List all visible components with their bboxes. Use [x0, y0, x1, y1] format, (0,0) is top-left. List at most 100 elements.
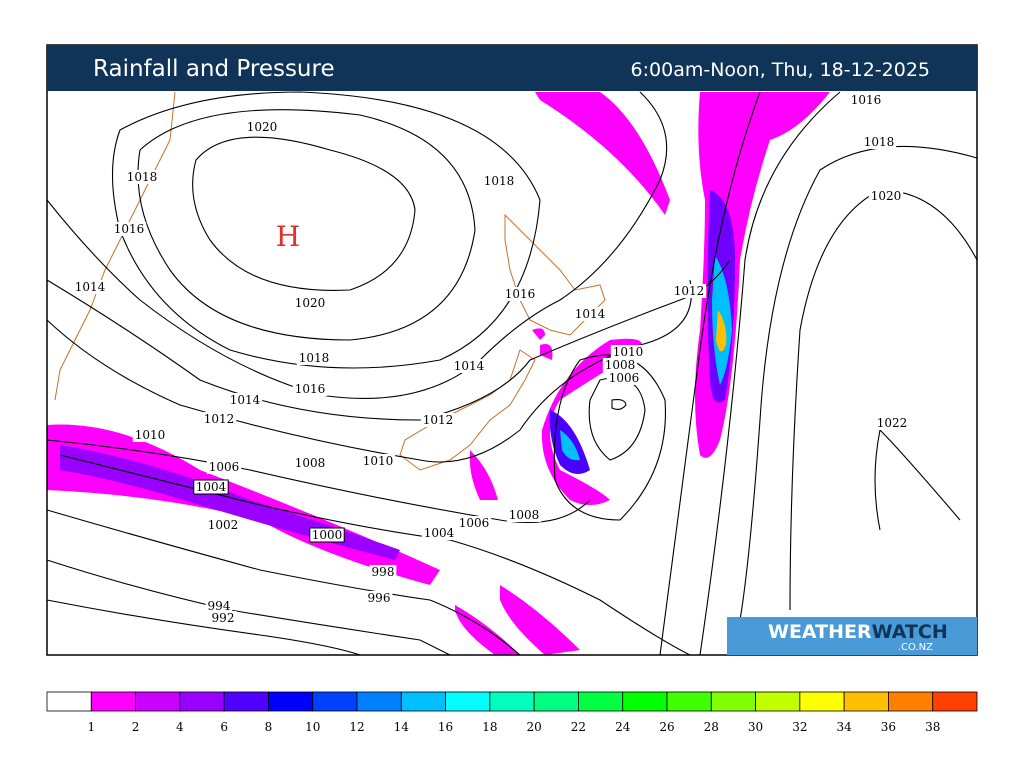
- legend-label: 16: [438, 720, 453, 734]
- legend-label: 6: [220, 720, 228, 734]
- isobar-label-bg: [365, 591, 393, 605]
- legend-swatch: [179, 691, 225, 712]
- isobar-label-bg: [861, 135, 897, 149]
- legend-label: 34: [837, 720, 853, 734]
- rain-area: [535, 92, 670, 215]
- isobar: [699, 91, 841, 656]
- logo-box: [727, 617, 977, 655]
- isobar-label-bg: [502, 287, 538, 301]
- isobar-label: 1016: [114, 222, 145, 236]
- legend-label: 30: [748, 720, 763, 734]
- legend-swatch: [489, 691, 535, 712]
- isobar: [659, 91, 761, 656]
- isobar-label-bg: [420, 413, 456, 427]
- legend-label: 10: [305, 720, 320, 734]
- isobar-label: 992: [212, 611, 235, 625]
- south-island: [399, 349, 536, 471]
- isobar: [46, 509, 521, 656]
- legend-label: 4: [176, 720, 184, 734]
- isobar-label: 1004: [196, 480, 227, 494]
- isobar-label: 1020: [247, 120, 278, 134]
- legend-swatch: [400, 691, 446, 712]
- isobar-label: 1020: [871, 189, 902, 203]
- isobar-label: 1018: [299, 351, 330, 365]
- isobar-label: 1014: [230, 393, 261, 407]
- isobar-label-bg: [451, 359, 487, 373]
- legend-swatch: [932, 691, 978, 712]
- isobar: [46, 259, 731, 421]
- isobar-labels: 1020 1018 1016 1014 1020 1018 1016 1014 1012 1010…: [72, 93, 910, 625]
- legend-swatch: [710, 691, 756, 712]
- header-title: Rainfall and Pressure: [93, 56, 335, 82]
- legend-label: 14: [394, 720, 410, 734]
- legend-label: 32: [792, 720, 807, 734]
- isobar-label: 1008: [509, 508, 540, 522]
- isobar: [137, 109, 476, 341]
- legend-swatch: [755, 691, 801, 712]
- isobar-label-bg: [868, 189, 904, 203]
- isobar-label-bg: [292, 456, 328, 470]
- isobar-label: 1010: [135, 428, 166, 442]
- isobar-label-bg: [244, 120, 280, 134]
- isobar: [611, 399, 627, 411]
- isobar-label-bg: [602, 358, 638, 372]
- isobar-label-bg: [671, 284, 707, 298]
- isobar: [112, 91, 541, 369]
- isobar-label-bg: [201, 412, 237, 426]
- isobar-label-box: [193, 479, 229, 495]
- isobar-label: 1012: [674, 284, 705, 298]
- isobar-label-bg: [209, 611, 237, 625]
- isobar-label: 1004: [424, 526, 455, 540]
- legend-label: 22: [571, 720, 586, 734]
- legend-label: 36: [881, 720, 896, 734]
- isobar-label-bg: [227, 393, 263, 407]
- isobar-label: 1014: [75, 280, 106, 294]
- isobar-label-bg: [296, 351, 332, 365]
- isobar-label-bg: [132, 428, 168, 442]
- isobar-label: 994: [208, 599, 231, 613]
- isobar-label: 1006: [459, 516, 490, 530]
- isobar-label: 998: [372, 565, 395, 579]
- legend-label: 2: [132, 720, 140, 734]
- legend-label: 28: [704, 720, 719, 734]
- legend-label: 24: [615, 720, 631, 734]
- legend-swatch: [533, 691, 579, 712]
- legend-swatch: [622, 691, 668, 712]
- isobar-label-bg: [72, 280, 108, 294]
- legend-swatch: [888, 691, 934, 712]
- isobar-label-bg: [848, 93, 884, 107]
- isobar-label: 1012: [204, 412, 235, 426]
- isobar-label: 1012: [423, 413, 454, 427]
- legend-swatch: [90, 691, 136, 712]
- isobar-label: 1000: [312, 528, 343, 542]
- rain-area: [560, 430, 580, 461]
- legend-swatch: [268, 691, 314, 712]
- isobar-label: 1018: [864, 135, 895, 149]
- rain-area: [500, 585, 580, 655]
- isobar-label: 1018: [127, 170, 158, 184]
- header-bar: [47, 45, 977, 91]
- header-time: 6:00am-Noon, Thu, 18-12-2025: [631, 59, 930, 81]
- legend-label: 8: [265, 720, 273, 734]
- isobar-label: 1014: [454, 359, 485, 373]
- legend-swatch: [578, 691, 624, 712]
- isobar: [46, 279, 692, 463]
- isobar-label: 1014: [575, 307, 606, 321]
- isobar-label: 1016: [295, 382, 326, 396]
- legend-label: 20: [527, 720, 542, 734]
- isobar-label: 1010: [613, 345, 644, 359]
- isobar-label-bg: [610, 345, 646, 359]
- isobar-label-bg: [572, 307, 608, 321]
- legend-swatch: [135, 691, 181, 712]
- isobar: [46, 439, 591, 523]
- high-pressure-label: H: [276, 220, 300, 253]
- isobar-label-bg: [360, 454, 396, 468]
- isobar-label: 1006: [609, 371, 640, 385]
- legend-swatch: [223, 691, 269, 712]
- isobar-label-bg: [456, 516, 492, 530]
- rain-area: [469, 450, 498, 500]
- isobar-label: 1008: [605, 358, 636, 372]
- isobar-label-bg: [421, 526, 457, 540]
- rain: [47, 92, 830, 655]
